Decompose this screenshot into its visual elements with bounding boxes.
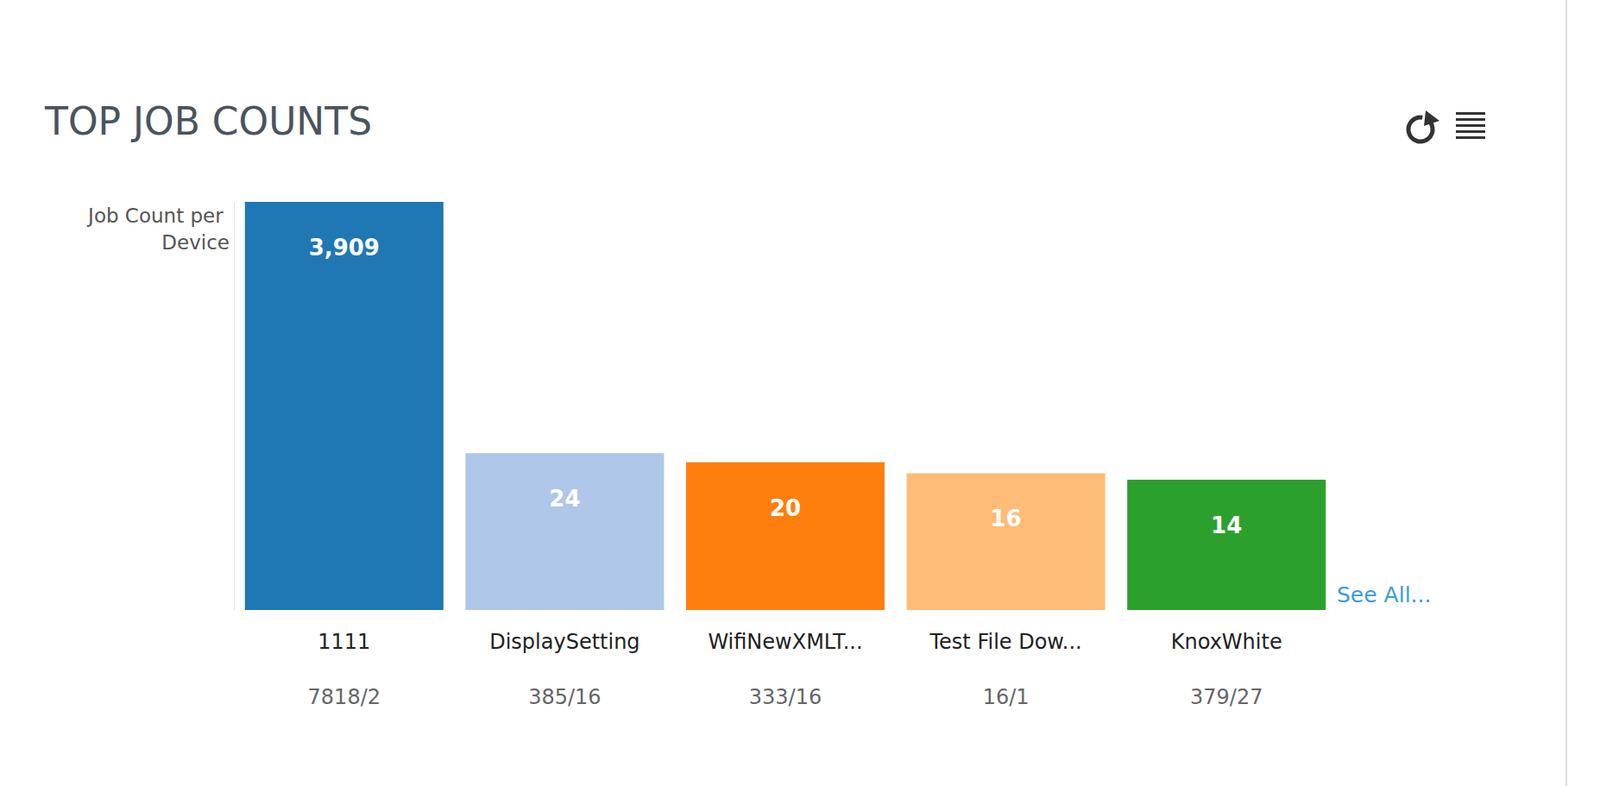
svg-text:14: 14 [1210, 512, 1242, 539]
svg-text:7818/2: 7818/2 [308, 685, 381, 710]
svg-text:TOP JOB COUNTS: TOP JOB COUNTS [44, 99, 372, 144]
svg-text:16/1: 16/1 [982, 685, 1030, 710]
svg-text:Job Count per: Job Count per [86, 204, 230, 227]
svg-text:16: 16 [990, 505, 1022, 532]
svg-text:333/16: 333/16 [749, 685, 822, 710]
svg-text:Device: Device [161, 231, 230, 254]
svg-text:379/27: 379/27 [1190, 685, 1263, 710]
svg-text:385/16: 385/16 [528, 685, 601, 710]
svg-text:KnoxWhite: KnoxWhite [1171, 629, 1283, 655]
svg-text:See All...: See All... [1336, 582, 1431, 608]
svg-text:1111: 1111 [317, 629, 371, 655]
svg-text:WifiNewXMLT...: WifiNewXMLT... [707, 629, 863, 655]
svg-text:3,909: 3,909 [308, 234, 380, 261]
svg-text:DisplaySetting: DisplaySetting [489, 629, 640, 655]
svg-text:20: 20 [769, 495, 801, 522]
svg-text:24: 24 [548, 485, 580, 512]
svg-text:Test File Dow...: Test File Dow... [929, 629, 1083, 655]
